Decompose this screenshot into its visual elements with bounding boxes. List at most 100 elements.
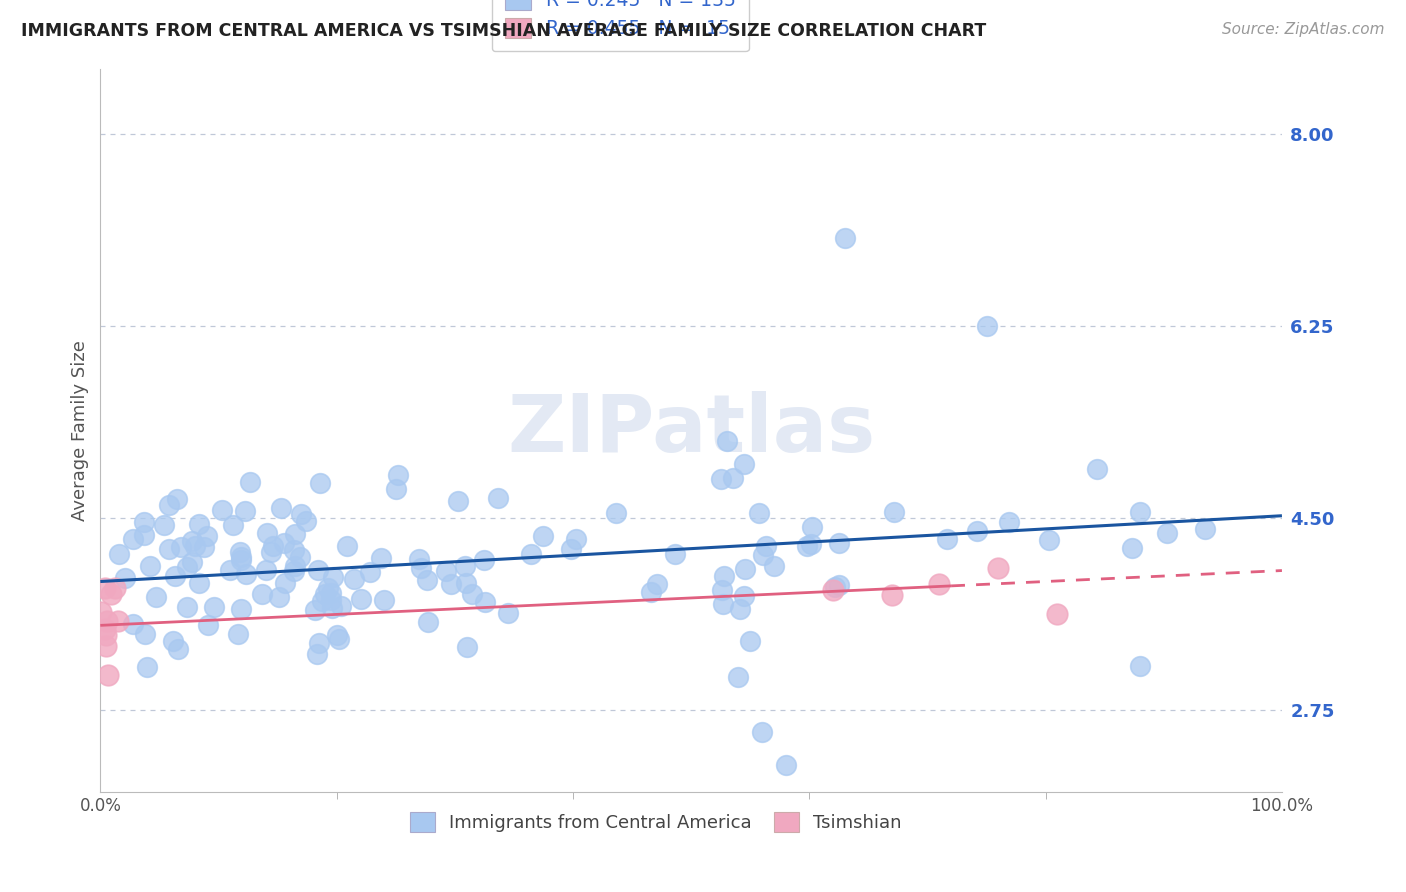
Point — [821, 582, 844, 597]
Point — [167, 641, 190, 656]
Point — [211, 503, 233, 517]
Point — [734, 562, 756, 576]
Point — [373, 593, 395, 607]
Point — [531, 529, 554, 543]
Point — [738, 634, 761, 648]
Point — [294, 514, 316, 528]
Point — [94, 639, 117, 653]
Point — [775, 757, 797, 772]
Point — [170, 541, 193, 555]
Point — [307, 563, 329, 577]
Point — [326, 628, 349, 642]
Point — [728, 602, 751, 616]
Point — [1085, 462, 1108, 476]
Point — [274, 576, 297, 591]
Point — [828, 577, 851, 591]
Point — [474, 595, 496, 609]
Point — [727, 670, 749, 684]
Point — [134, 627, 156, 641]
Point — [440, 577, 463, 591]
Point — [640, 585, 662, 599]
Point — [153, 517, 176, 532]
Point — [304, 603, 326, 617]
Point — [283, 543, 305, 558]
Point — [998, 515, 1021, 529]
Point — [645, 577, 668, 591]
Point — [328, 632, 350, 647]
Point — [163, 569, 186, 583]
Point — [733, 589, 755, 603]
Point — [183, 540, 205, 554]
Point — [139, 558, 162, 573]
Point — [664, 547, 686, 561]
Point — [159, 498, 181, 512]
Point — [145, 590, 167, 604]
Point — [108, 547, 131, 561]
Point — [976, 319, 998, 334]
Point — [260, 544, 283, 558]
Point — [284, 558, 307, 573]
Point — [122, 617, 145, 632]
Point — [751, 724, 773, 739]
Point — [94, 581, 117, 595]
Point — [308, 476, 330, 491]
Point — [197, 617, 219, 632]
Point — [409, 561, 432, 575]
Point — [801, 519, 824, 533]
Point — [219, 563, 242, 577]
Point — [162, 634, 184, 648]
Text: IMMIGRANTS FROM CENTRAL AMERICA VS TSIMSHIAN AVERAGE FAMILY SIZE CORRELATION CHA: IMMIGRANTS FROM CENTRAL AMERICA VS TSIMS… — [21, 22, 987, 40]
Point — [94, 628, 117, 642]
Point — [180, 555, 202, 569]
Point — [387, 468, 409, 483]
Point — [97, 668, 120, 682]
Point — [883, 505, 905, 519]
Point — [1046, 607, 1069, 621]
Point — [311, 594, 333, 608]
Point — [486, 491, 509, 505]
Point — [107, 614, 129, 628]
Point — [222, 518, 245, 533]
Point — [472, 552, 495, 566]
Point — [416, 573, 439, 587]
Point — [1129, 659, 1152, 673]
Point — [966, 524, 988, 539]
Point — [1121, 541, 1143, 555]
Point — [987, 561, 1010, 575]
Point — [307, 648, 329, 662]
Point — [122, 533, 145, 547]
Point — [456, 575, 478, 590]
Point — [733, 457, 755, 471]
Point — [565, 532, 588, 546]
Point — [824, 581, 846, 595]
Point — [195, 528, 218, 542]
Point — [319, 585, 342, 599]
Text: Source: ZipAtlas.com: Source: ZipAtlas.com — [1222, 22, 1385, 37]
Point — [193, 540, 215, 554]
Text: ZIPatlas: ZIPatlas — [508, 392, 876, 469]
Point — [132, 528, 155, 542]
Point — [157, 542, 180, 557]
Point — [114, 571, 136, 585]
Point — [100, 587, 122, 601]
Point — [202, 600, 225, 615]
Point — [252, 587, 274, 601]
Point — [343, 572, 366, 586]
Point — [1194, 522, 1216, 536]
Point — [447, 494, 470, 508]
Point — [436, 564, 458, 578]
Point — [560, 542, 582, 557]
Point — [228, 627, 250, 641]
Point — [188, 517, 211, 532]
Point — [762, 559, 785, 574]
Point — [605, 506, 627, 520]
Y-axis label: Average Family Size: Average Family Size — [72, 340, 89, 521]
Point — [104, 581, 127, 595]
Point — [254, 562, 277, 576]
Point — [135, 660, 157, 674]
Point — [716, 434, 738, 449]
Point — [880, 589, 903, 603]
Point — [96, 614, 118, 628]
Point — [229, 601, 252, 615]
Point — [262, 539, 284, 553]
